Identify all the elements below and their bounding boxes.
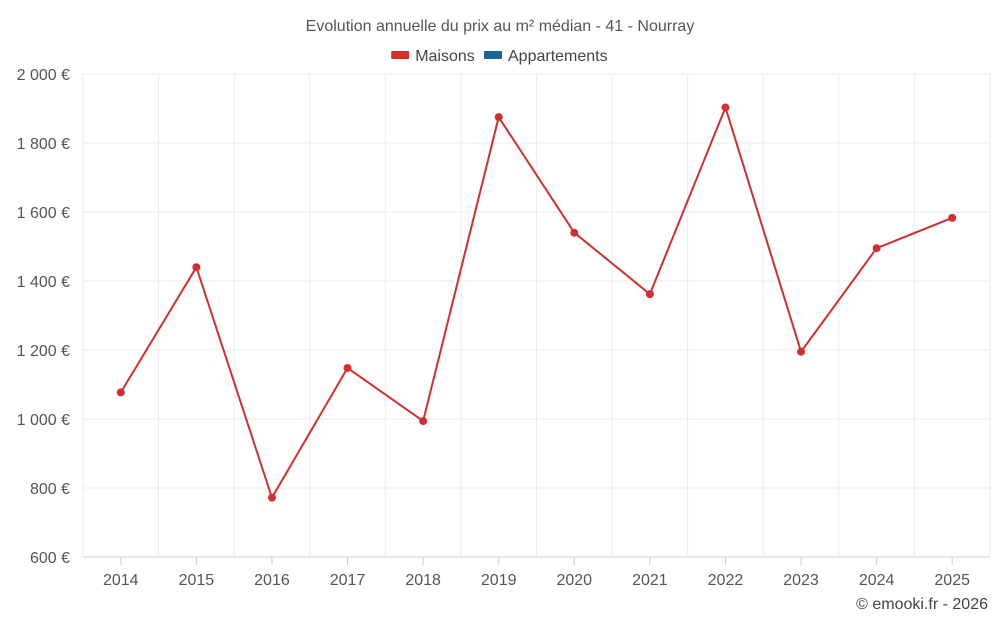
x-tick-label: 2022 [708,572,744,589]
x-axis: 2014 2015 2016 2017 2018 2019 2020 2021 2022 2023… [103,557,970,589]
grid [82,73,991,558]
y-tick-label: 1 200 € [17,343,70,360]
x-tick-label: 2025 [934,572,970,589]
data-point-2023[interactable] [797,347,806,356]
data-point-2025[interactable] [948,213,957,222]
data-point-2019[interactable] [494,113,503,122]
data-point-2018[interactable] [419,417,428,426]
legend-label: Maisons [415,48,475,65]
data-point-2017[interactable] [343,363,352,372]
y-tick-label: 1 600 € [17,205,70,222]
chart-title: Evolution annuelle du prix au m² médian … [306,18,695,35]
x-tick-label: 2020 [556,572,592,589]
legend-item-appartements[interactable]: Appartements [484,48,608,65]
x-tick-label: 2021 [632,572,668,589]
y-tick-label: 1 800 € [17,136,70,153]
y-axis: 600 € 800 € 1 000 € 1 200 € 1 400 € 1 600 € 1 … [17,67,70,567]
x-tick-label: 2019 [481,572,517,589]
y-tick-label: 600 € [30,550,70,567]
y-tick-label: 1 400 € [17,274,70,291]
credit-text: © emooki.fr - 2026 [856,596,988,613]
data-point-2021[interactable] [645,290,654,299]
data-point-2024[interactable] [872,244,881,253]
legend: Maisons Appartements [391,48,608,65]
legend-label: Appartements [508,48,608,65]
data-point-2014[interactable] [116,388,125,397]
x-tick-label: 2017 [330,572,366,589]
legend-item-maisons[interactable]: Maisons [391,48,475,65]
x-tick-label: 2014 [103,572,139,589]
data-point-2016[interactable] [267,493,276,502]
data-point-2020[interactable] [570,228,579,237]
y-tick-label: 800 € [30,481,70,498]
x-tick-label: 2015 [179,572,215,589]
data-point-2022[interactable] [721,103,730,112]
legend-swatch [484,51,502,59]
y-tick-label: 2 000 € [17,67,70,84]
x-tick-label: 2024 [859,572,895,589]
data-point-2015[interactable] [192,263,201,272]
x-tick-label: 2018 [405,572,441,589]
series-layer [116,103,957,502]
x-tick-label: 2023 [783,572,819,589]
x-tick-label: 2016 [254,572,290,589]
series-line-maisons [119,106,953,499]
legend-swatch [391,51,410,59]
y-tick-label: 1 000 € [17,412,70,429]
